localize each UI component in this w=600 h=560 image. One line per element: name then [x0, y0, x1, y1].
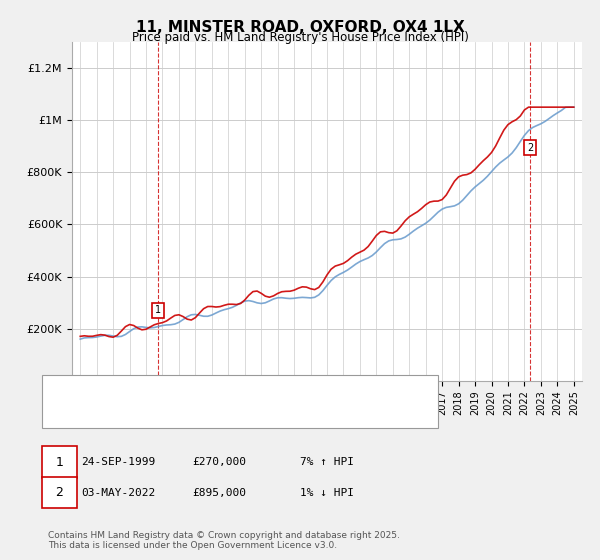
- Text: ——: ——: [63, 402, 88, 416]
- Text: £895,000: £895,000: [192, 488, 246, 498]
- Text: ——: ——: [63, 384, 88, 398]
- Text: Contains HM Land Registry data © Crown copyright and database right 2025.
This d: Contains HM Land Registry data © Crown c…: [48, 530, 400, 550]
- Text: 11, MINSTER ROAD, OXFORD, OX4 1LX (detached house): 11, MINSTER ROAD, OXFORD, OX4 1LX (detac…: [99, 387, 395, 397]
- Text: 2: 2: [55, 486, 64, 500]
- Text: Price paid vs. HM Land Registry's House Price Index (HPI): Price paid vs. HM Land Registry's House …: [131, 31, 469, 44]
- Text: HPI: Average price, detached house, Oxford: HPI: Average price, detached house, Oxfo…: [99, 405, 327, 415]
- Text: 1% ↓ HPI: 1% ↓ HPI: [300, 488, 354, 498]
- Text: 2: 2: [527, 143, 533, 152]
- Text: 1: 1: [155, 305, 161, 315]
- Text: 1: 1: [55, 455, 64, 469]
- Text: 11, MINSTER ROAD, OXFORD, OX4 1LX: 11, MINSTER ROAD, OXFORD, OX4 1LX: [136, 20, 464, 35]
- Text: 7% ↑ HPI: 7% ↑ HPI: [300, 457, 354, 467]
- Text: £270,000: £270,000: [192, 457, 246, 467]
- Text: 03-MAY-2022: 03-MAY-2022: [81, 488, 155, 498]
- Text: 24-SEP-1999: 24-SEP-1999: [81, 457, 155, 467]
